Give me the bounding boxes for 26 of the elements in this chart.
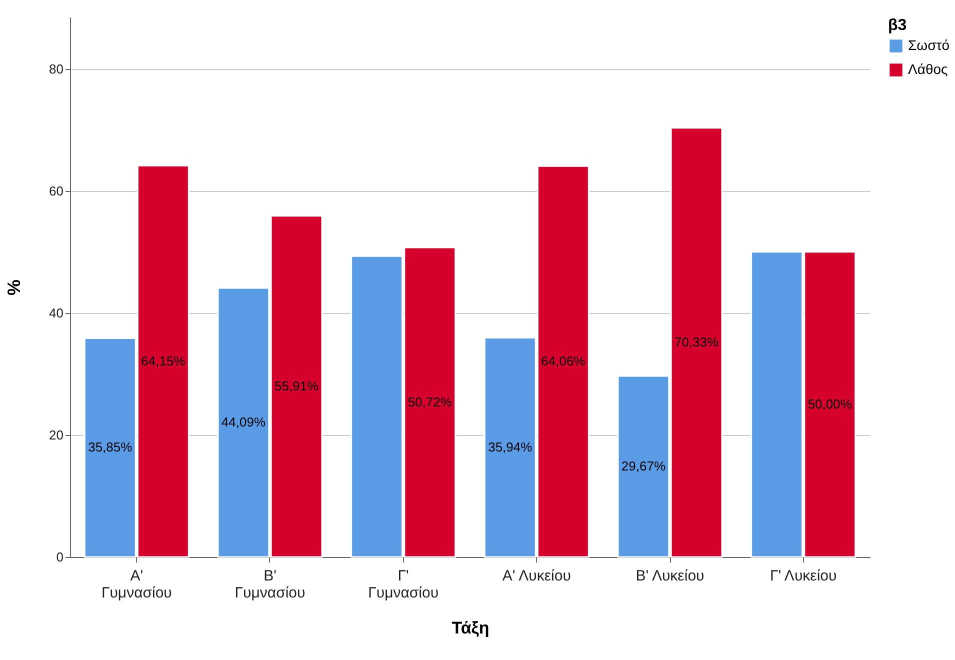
x-tick-label: Γ' Γυμνασίου <box>368 568 439 602</box>
x-axis-title: Τάξη <box>452 618 490 638</box>
y-tick-label: 20 <box>49 427 64 442</box>
y-tick-label: 80 <box>49 61 64 76</box>
x-tick-label: Β' Γυμνασίου <box>234 568 306 602</box>
legend-label: Σωστό <box>908 37 950 53</box>
x-tick-label: Α' Γυμνασίου <box>101 568 172 602</box>
legend-title: β3 <box>888 17 907 34</box>
data-label: 35,94% <box>488 439 533 454</box>
legend-label: Λάθος <box>908 61 948 77</box>
data-label: 44,09% <box>221 414 266 430</box>
y-tick-label: 40 <box>49 305 64 320</box>
y-tick-label: 0 <box>56 550 64 564</box>
data-label: 50,00% <box>808 396 852 412</box>
y-axis-title: % <box>4 279 24 296</box>
data-label: 70,33% <box>674 334 720 350</box>
y-tick-label: 60 <box>49 183 64 198</box>
data-label: 29,67% <box>621 458 666 474</box>
x-tick-label: Γ' Λυκείου <box>770 568 837 584</box>
data-label: 50,72% <box>408 394 452 410</box>
data-label: 35,85% <box>88 440 133 455</box>
data-label: 64,06% <box>541 354 586 369</box>
x-tick-label: Β' Λυκείου <box>636 568 704 584</box>
data-label: 64,15% <box>141 353 186 368</box>
data-label: 55,91% <box>274 378 320 394</box>
x-tick-label: Α' Λυκείου <box>502 568 571 584</box>
